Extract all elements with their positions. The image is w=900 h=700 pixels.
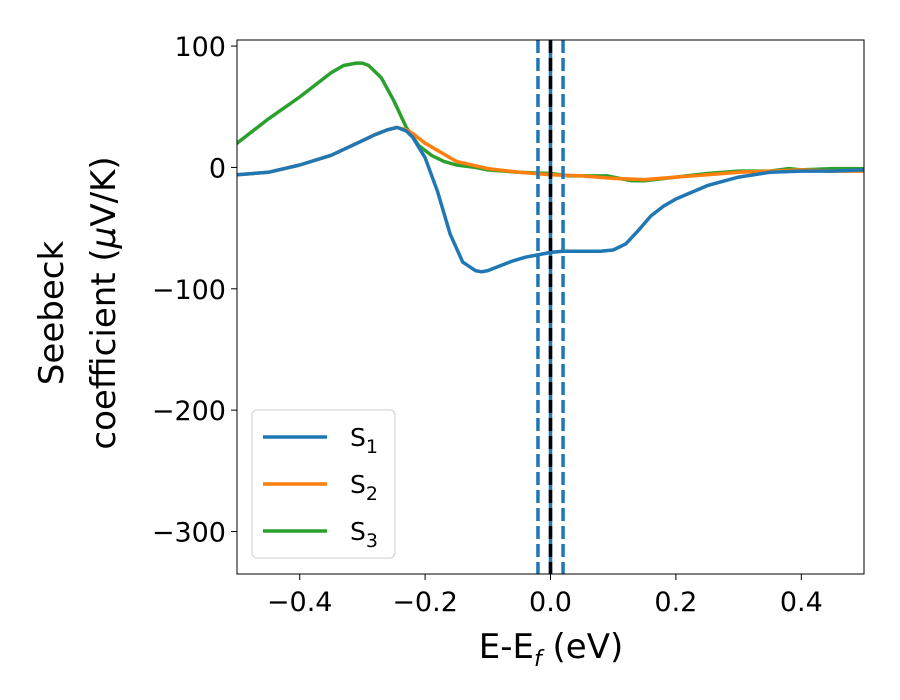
series-line-s1 <box>237 125 864 274</box>
y-tick-label: −300 <box>152 518 226 549</box>
plot-area <box>237 40 864 574</box>
legend-label-s1: S1 <box>350 423 378 458</box>
x-tick-label: 0.0 <box>529 587 572 618</box>
legend-label-subscript: 2 <box>366 483 378 505</box>
legend-label-s3: S3 <box>350 517 378 552</box>
x-axis-title-subscript: f <box>534 647 545 672</box>
x-tick-label: −0.4 <box>267 587 333 618</box>
legend-label-s2: S2 <box>350 470 378 505</box>
x-tick-label: −0.2 <box>392 587 458 618</box>
y-axis-ticks: 100 0 −100 −200 −300 <box>152 32 237 549</box>
y-tick-label: 100 <box>174 32 226 63</box>
legend-label-subscript: 3 <box>366 530 378 552</box>
x-axis-title-unit: (eV) <box>542 627 624 667</box>
legend-label-main: S <box>350 423 366 452</box>
legend-label-subscript: 1 <box>366 436 378 458</box>
plot-content <box>237 40 864 574</box>
y-tick-label: −200 <box>152 396 226 427</box>
y-tick-label: −100 <box>152 275 226 306</box>
y-axis-title-coeff: coefficient ( <box>84 248 124 449</box>
y-axis-title-mu: μ <box>84 227 124 250</box>
legend-label-main: S <box>350 517 366 546</box>
y-tick-label: 0 <box>209 153 226 184</box>
x-axis-title: E-Ef (eV) <box>479 627 624 672</box>
x-axis-ticks: −0.4 −0.2 0.0 0.2 0.4 <box>267 574 823 618</box>
y-axis-title-line1: Seebeck <box>32 241 72 386</box>
x-tick-label: 0.2 <box>654 587 697 618</box>
x-axis-title-main: E-E <box>479 627 534 667</box>
y-axis-title-unit: V/K) <box>84 156 124 226</box>
x-tick-label: 0.4 <box>780 587 823 618</box>
y-axis-title-line2: coefficient (μV/K) <box>84 156 124 449</box>
legend-label-main: S <box>350 470 366 499</box>
